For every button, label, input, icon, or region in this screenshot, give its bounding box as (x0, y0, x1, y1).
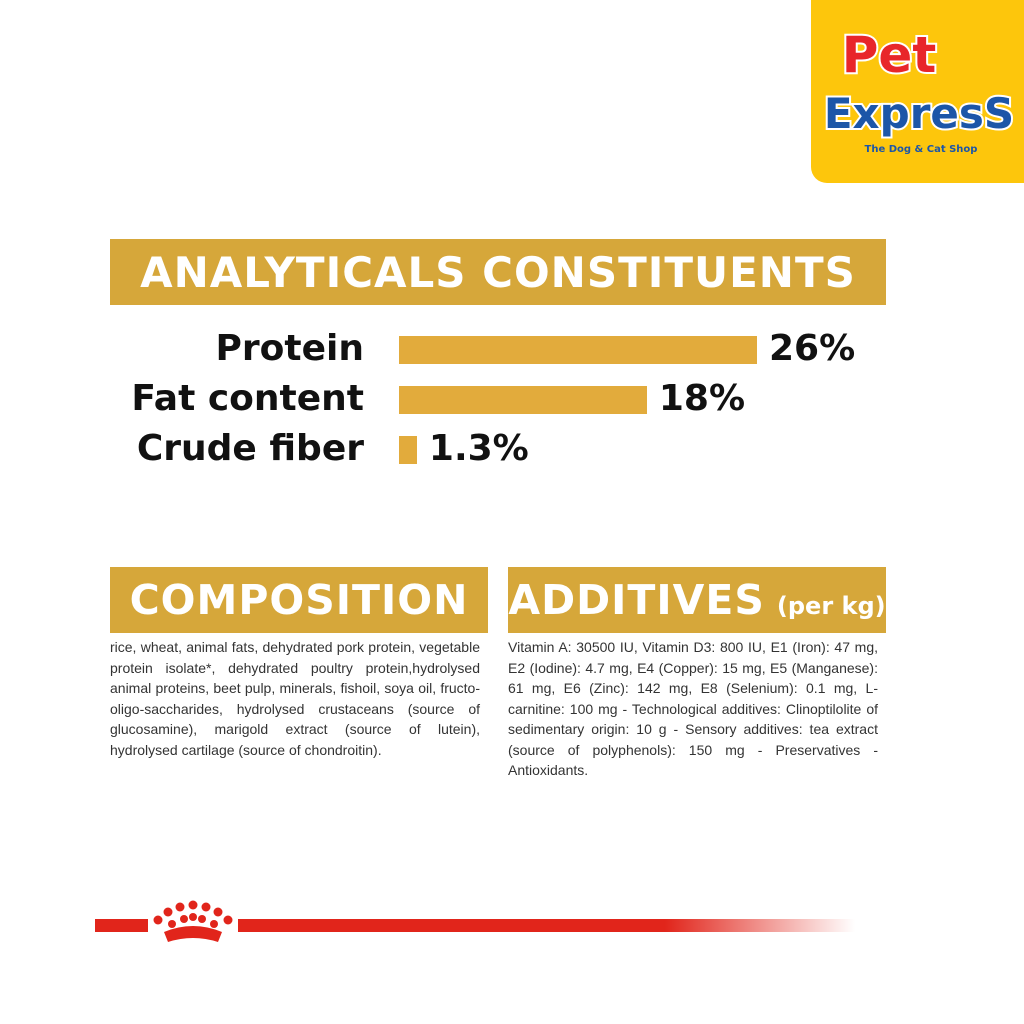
row-value: 18% (658, 378, 746, 419)
analytics-row-protein: Protein 26% (0, 328, 1024, 370)
value-bar (399, 386, 647, 414)
logo-tagline: The Dog & Cat Shop (865, 144, 978, 155)
value-bar (399, 336, 757, 364)
logo-graphic: Pet ExpresS The Dog & Cat Shop (822, 24, 1016, 155)
logo-word-express: ExpresS (824, 89, 1014, 138)
row-label: Crude fiber (136, 428, 364, 469)
composition-title: COMPOSITION (110, 567, 488, 633)
analytics-row-fat: Fat content 18% (0, 378, 1024, 420)
crown-icon (148, 898, 238, 948)
analytics-title: ANALYTICALS CONSTITUENTS (110, 239, 886, 305)
row-label: Protein (215, 328, 364, 369)
additives-title-main: ADDITIVES (508, 576, 765, 624)
additives-text: Vitamin A: 30500 IU, Vitamin D3: 800 IU,… (508, 639, 878, 778)
row-value: 1.3% (428, 428, 529, 469)
row-label: Fat content (131, 378, 364, 419)
row-value: 26% (769, 328, 856, 369)
additives-title: ADDITIVES (per kg) (508, 567, 886, 633)
additives-title-suffix: (per kg) (776, 592, 886, 620)
analytics-row-fiber: Crude fiber 1.3% (0, 428, 1024, 470)
value-bar (399, 436, 417, 464)
footer-divider (95, 919, 855, 932)
pet-express-logo: Pet ExpresS The Dog & Cat Shop (811, 0, 1024, 183)
composition-text: rice, wheat, animal fats, dehydrated por… (110, 639, 480, 758)
logo-word-pet: Pet (842, 26, 936, 84)
